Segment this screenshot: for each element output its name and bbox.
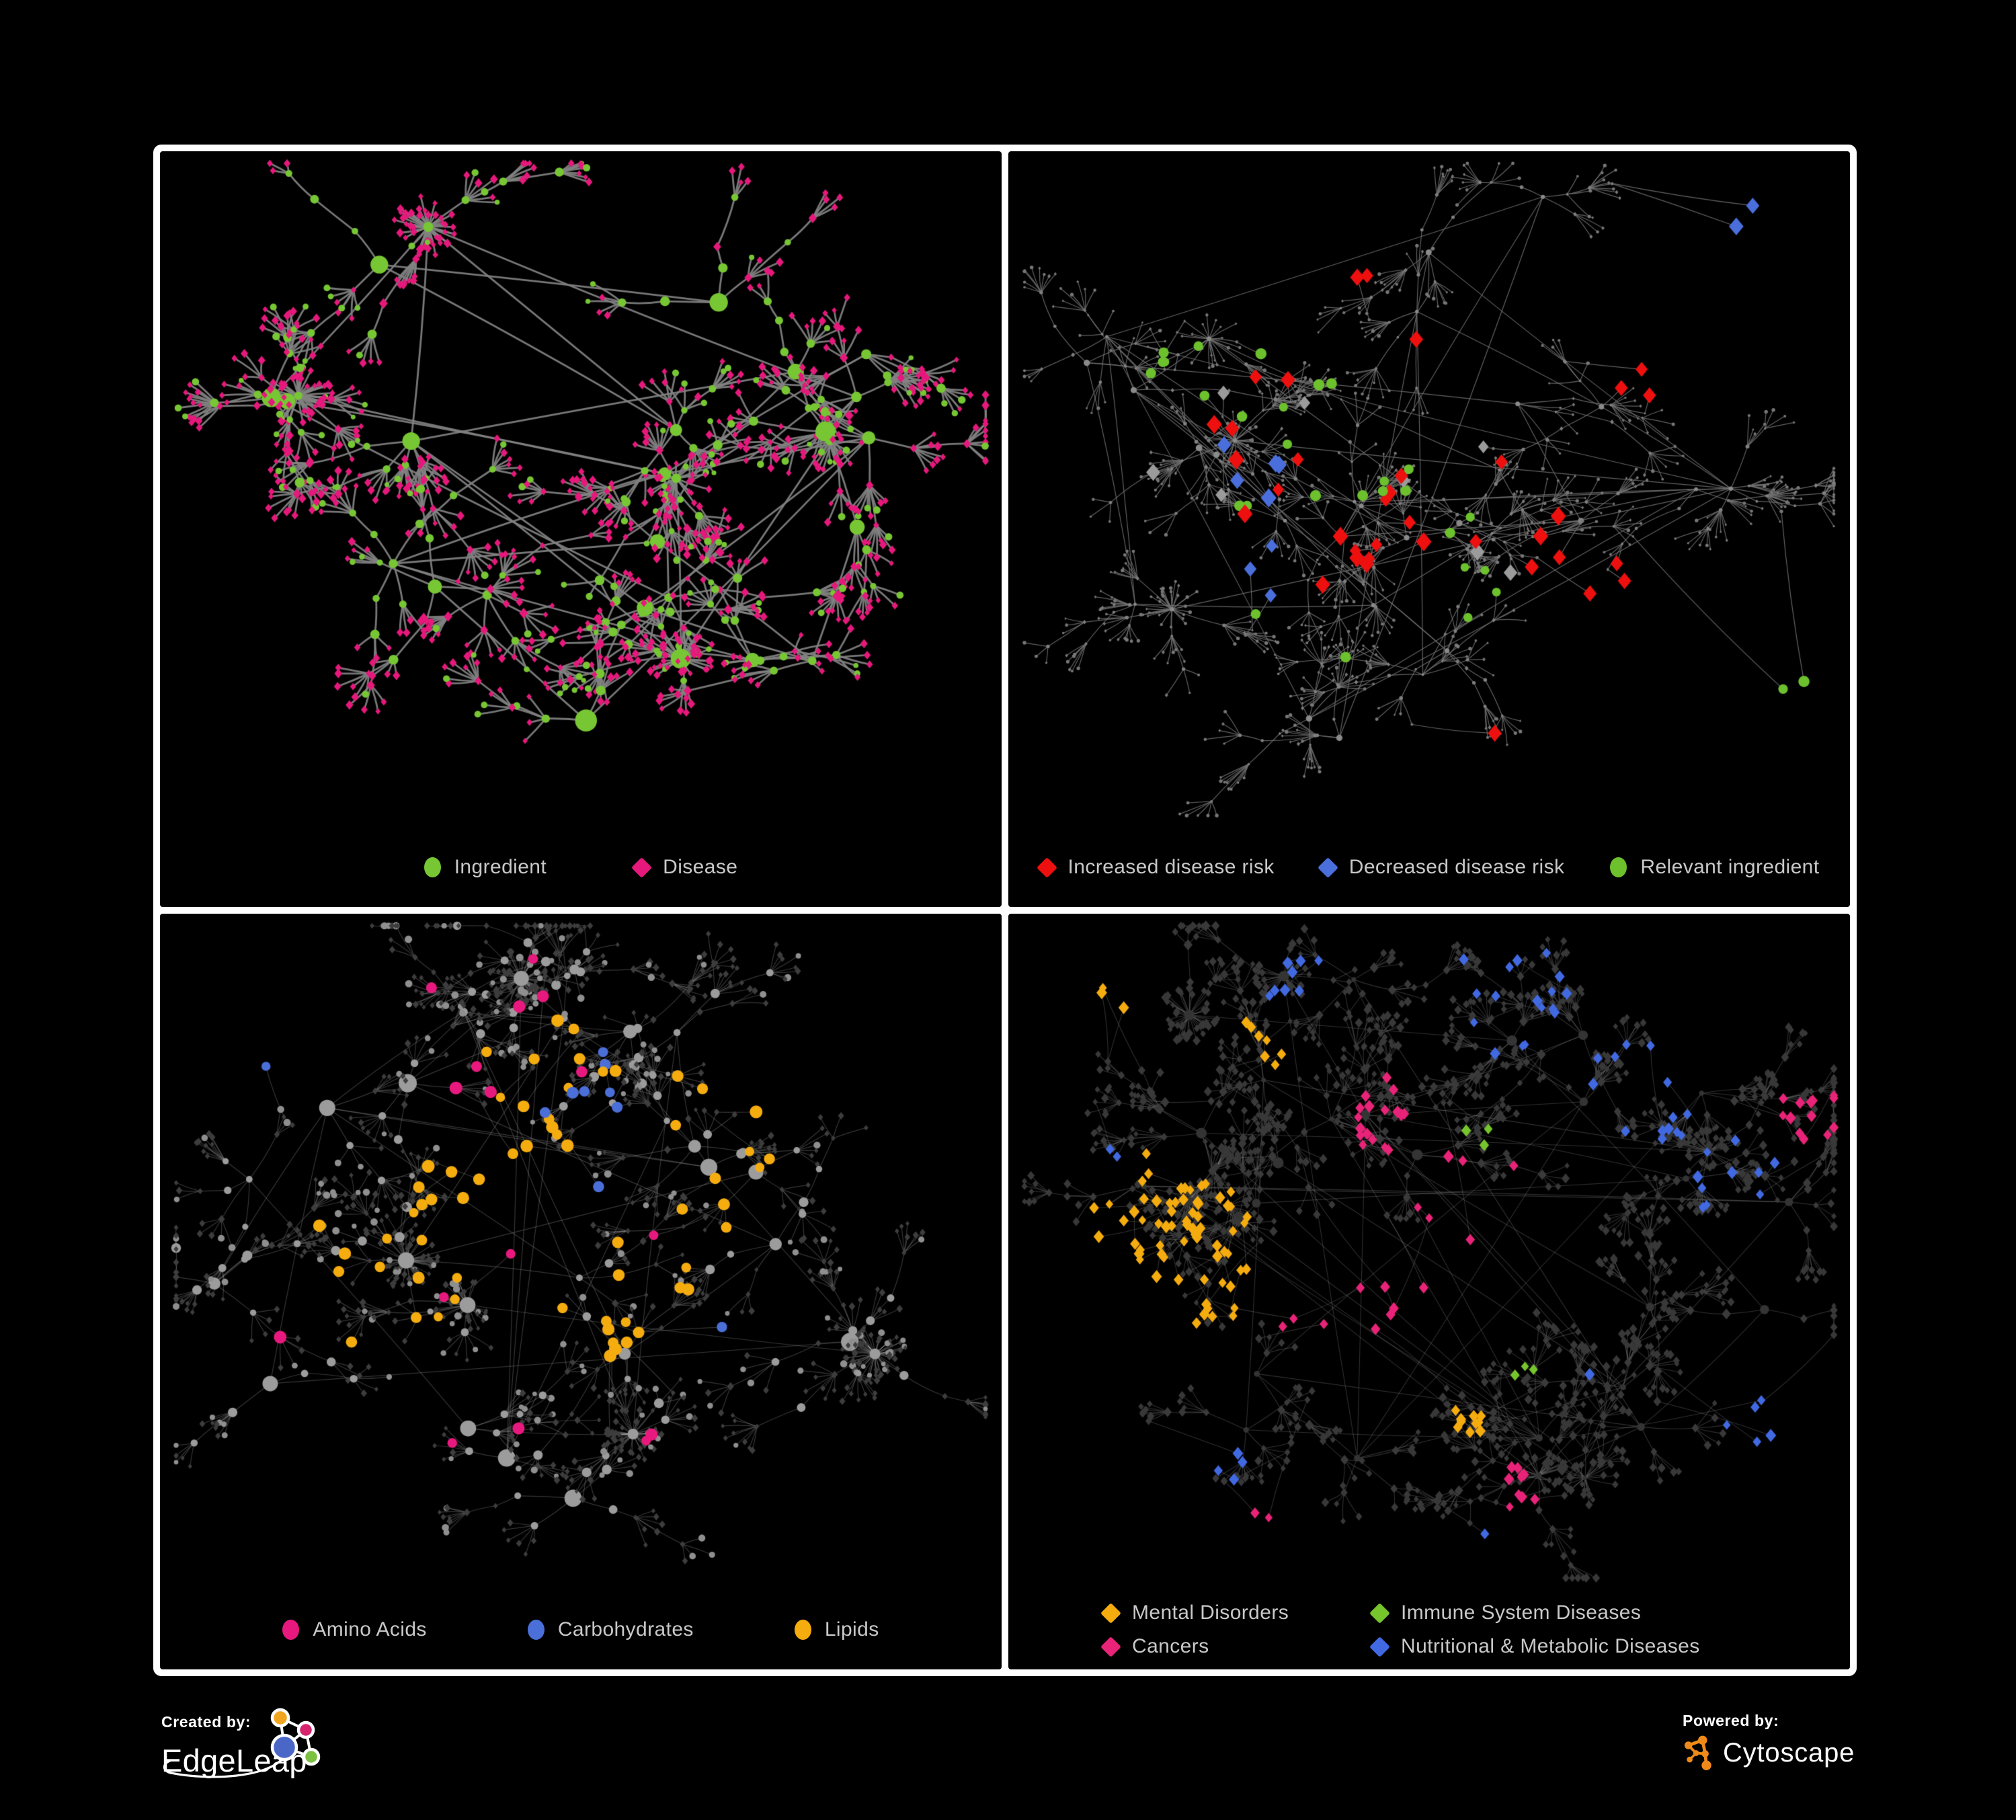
edgeleap-brand: EdgeLeap — [161, 1743, 307, 1778]
legend-label: Decreased disease risk — [1348, 856, 1565, 878]
legend-label: Cancers — [1132, 1635, 1209, 1657]
circle-swatch-icon — [527, 1620, 545, 1640]
circle-swatch-icon — [794, 1620, 811, 1640]
legend-label: Relevant ingredient — [1640, 856, 1820, 878]
panel-ingredient-disease: Ingredient Disease — [160, 151, 1002, 907]
nutrient-classes-network-canvas — [160, 914, 1002, 1590]
legend-item-lipids: Lipids — [794, 1618, 879, 1641]
legend-item-relevant-ingredient: Relevant ingredient — [1610, 856, 1819, 879]
legend-item-cancers: Cancers — [1100, 1635, 1209, 1658]
cytoscape-logo-icon — [1684, 1735, 1711, 1770]
disease-risk-network-canvas — [1008, 151, 1850, 828]
ingredient-disease-legend: Ingredient Disease — [160, 828, 1002, 907]
panel-nutrient-classes: Amino Acids Carbohydrates Lipids — [160, 914, 1002, 1669]
nutrient-classes-legend: Amino Acids Carbohydrates Lipids — [160, 1590, 1002, 1669]
circle-swatch-icon — [282, 1620, 300, 1640]
circle-swatch-icon — [424, 857, 441, 877]
disease-categories-network-canvas — [1008, 914, 1850, 1590]
panel-disease-risk: Increased disease risk Decreased disease … — [1008, 151, 1850, 907]
legend-label: Lipids — [824, 1618, 879, 1640]
legend-label: Ingredient — [454, 856, 547, 878]
powered-by-label: Powered by: — [1683, 1712, 1779, 1729]
legend-label: Amino Acids — [313, 1618, 427, 1640]
disease-categories-legend: Mental Disorders Immune System Diseases Ca… — [1008, 1590, 1850, 1669]
disease-risk-legend: Increased disease risk Decreased disease … — [1008, 828, 1850, 907]
legend-label: Immune System Diseases — [1401, 1601, 1642, 1624]
diamond-swatch-icon — [1036, 857, 1057, 878]
legend-label: Increased disease risk — [1067, 856, 1275, 878]
diamond-swatch-icon — [1369, 1602, 1390, 1624]
legend-item-decreased-disease-risk: Decreased disease risk — [1317, 856, 1565, 879]
legend-item-carbohydrates: Carbohydrates — [527, 1618, 694, 1641]
legend-item-immune-system-diseases: Immune System Diseases — [1369, 1601, 1642, 1624]
legend-item-ingredient: Ingredient — [424, 856, 547, 879]
legend-row: Amino Acids Carbohydrates Lipids — [282, 1618, 879, 1641]
cytoscape-credit: Powered by: Cytoscape — [1683, 1712, 1965, 1771]
legend-row: Mental Disorders Immune System Diseases — [1100, 1601, 1755, 1624]
diamond-swatch-icon — [631, 857, 653, 878]
diamond-swatch-icon — [1369, 1636, 1390, 1657]
legend-item-amino-acids: Amino Acids — [282, 1618, 426, 1641]
panel-grid: Ingredient Disease Increased disease risk… — [153, 145, 1857, 1676]
legend-row: Cancers Nutritional & Metabolic Diseases — [1100, 1635, 1755, 1658]
legend-item-mental-disorders: Mental Disorders — [1100, 1601, 1289, 1624]
legend-row: Increased disease risk Decreased disease … — [1036, 856, 1820, 879]
created-by-label: Created by: — [161, 1713, 251, 1731]
legend-item-disease: Disease — [631, 856, 738, 879]
legend-item-nutritional-metabolic-diseases: Nutritional & Metabolic Diseases — [1369, 1635, 1700, 1658]
legend-label: Nutritional & Metabolic Diseases — [1401, 1635, 1700, 1657]
panel-disease-categories: Mental Disorders Immune System Diseases Ca… — [1008, 914, 1850, 1669]
cytoscape-brand-row: Cytoscape — [1683, 1735, 1965, 1771]
edgeleap-credit: Created by: EdgeLeap — [161, 1708, 497, 1820]
legend-label: Disease — [663, 856, 738, 878]
diamond-swatch-icon — [1100, 1602, 1121, 1624]
ingredient-disease-network-canvas — [160, 151, 1002, 828]
legend-label: Carbohydrates — [557, 1618, 694, 1640]
legend-row: Ingredient Disease — [424, 856, 738, 879]
diamond-swatch-icon — [1317, 857, 1338, 878]
legend-label: Mental Disorders — [1132, 1601, 1289, 1624]
circle-swatch-icon — [1610, 857, 1627, 877]
cytoscape-brand: Cytoscape — [1723, 1738, 1855, 1768]
diamond-swatch-icon — [1100, 1636, 1121, 1657]
legend-item-increased-disease-risk: Increased disease risk — [1036, 856, 1275, 879]
